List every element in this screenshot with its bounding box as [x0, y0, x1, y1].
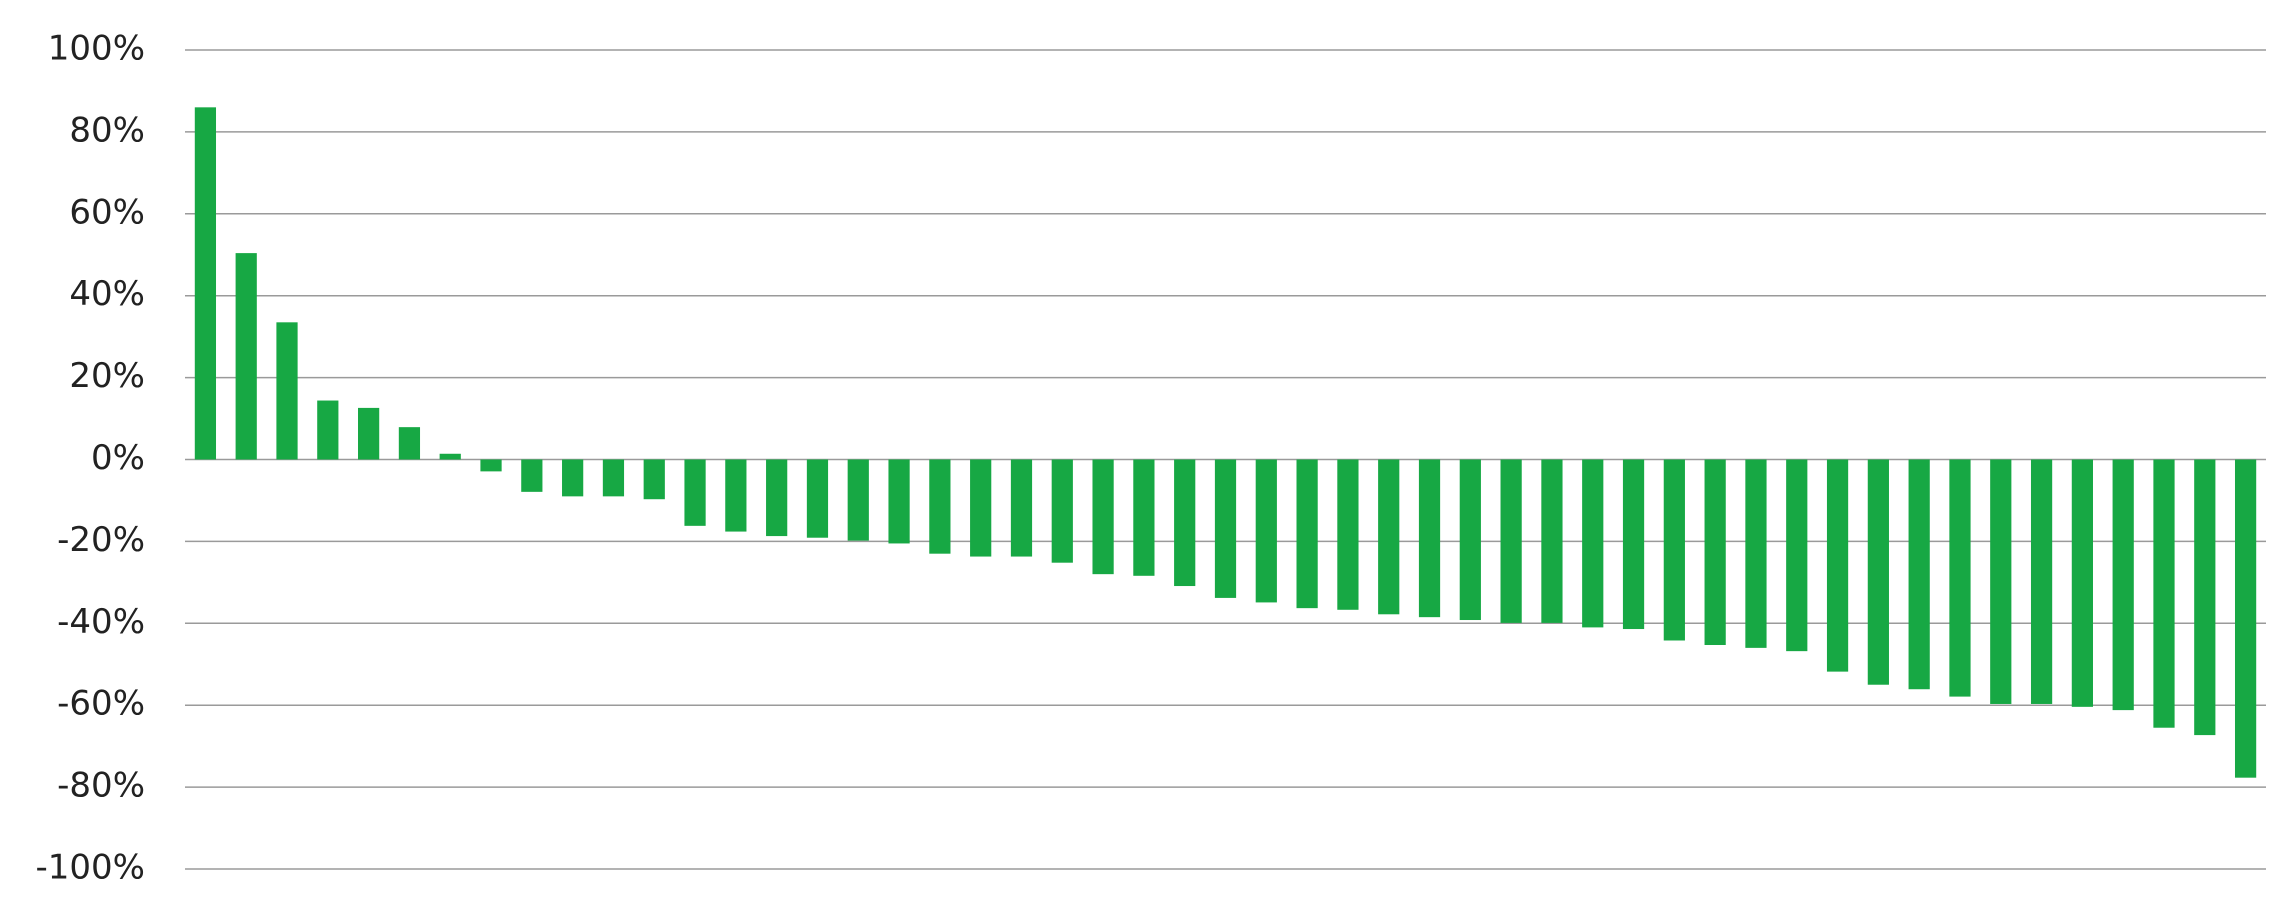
bar: [1133, 459, 1155, 576]
bar: [1867, 459, 1889, 685]
bar: [1990, 459, 2012, 704]
bar: [1051, 459, 1073, 563]
bar: [1786, 459, 1808, 652]
bar: [2071, 459, 2093, 707]
bar: [1378, 459, 1400, 615]
bar: [929, 459, 951, 554]
bar: [1826, 459, 1849, 672]
bar: [521, 459, 543, 492]
bar: [1418, 459, 1441, 618]
bar: [235, 253, 257, 460]
bar: [2194, 459, 2216, 736]
bar: [562, 459, 584, 497]
bar: [1174, 459, 1196, 587]
y-tick-label: -60%: [57, 684, 145, 724]
bar: [398, 427, 421, 460]
bar: [2234, 459, 2257, 778]
bar: [1255, 459, 1277, 603]
bar: [2030, 459, 2053, 704]
bar: [888, 459, 910, 544]
bar: [1500, 459, 1522, 623]
bar: [766, 459, 788, 537]
bar: [1582, 459, 1604, 628]
bar: [1214, 459, 1237, 598]
bar: [1908, 459, 1930, 690]
bar: [1622, 459, 1645, 630]
bar: [276, 322, 298, 460]
bar: [602, 459, 625, 497]
bar: [1541, 459, 1563, 623]
bar: [1010, 459, 1033, 557]
bar: [684, 459, 706, 526]
bar: [725, 459, 747, 532]
bar: [2153, 459, 2175, 728]
bar: [480, 459, 502, 472]
y-tick-label: -20%: [57, 520, 145, 560]
y-tick-label: 60%: [69, 192, 145, 232]
bar: [1296, 459, 1318, 609]
bar: [847, 459, 869, 541]
y-tick-label: 80%: [69, 110, 145, 150]
y-tick-label: -40%: [57, 602, 145, 642]
y-tick-label: 100%: [48, 29, 145, 69]
bar: [1337, 459, 1359, 610]
bar: [1459, 459, 1481, 621]
bar: [806, 459, 829, 538]
y-tick-label: 0%: [91, 438, 145, 478]
bar: [970, 459, 992, 557]
y-tick-label: -80%: [57, 766, 145, 806]
bar: [1745, 459, 1767, 648]
y-tick-label: 20%: [69, 356, 145, 396]
bar: [1949, 459, 1971, 697]
bar: [317, 400, 339, 460]
y-tick-label: -100%: [36, 848, 145, 888]
bar: [2112, 459, 2134, 711]
y-tick-label: 40%: [69, 274, 145, 314]
bar: [1092, 459, 1114, 575]
bar: [358, 407, 380, 460]
bar: [1704, 459, 1726, 646]
bar: [1663, 459, 1685, 641]
bar: [643, 459, 665, 500]
bar: [439, 453, 461, 460]
bar: [194, 107, 217, 460]
